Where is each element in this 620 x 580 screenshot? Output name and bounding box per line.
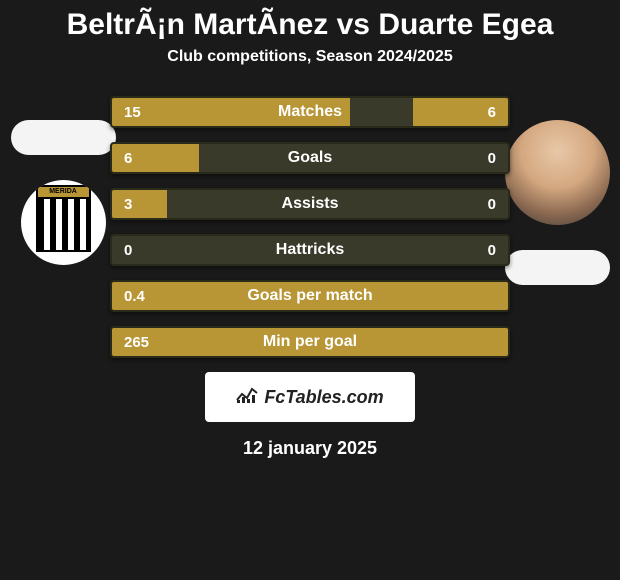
player-right-panel — [502, 120, 612, 285]
club-left-name: MERIDA — [36, 185, 91, 197]
stat-row: 15 6 Matches — [110, 96, 510, 128]
stat-value-left: 15 — [124, 104, 141, 121]
page-title: BeltrÃ¡n MartÃnez vs Duarte Egea — [0, 8, 620, 42]
chart-icon — [236, 386, 258, 409]
player-right-avatar — [505, 120, 610, 225]
stat-value-right: 0 — [488, 242, 496, 259]
stat-label: Matches — [278, 103, 342, 121]
date-label: 12 january 2025 — [0, 438, 620, 459]
stat-value-left: 6 — [124, 150, 132, 167]
fctables-label: FcTables.com — [264, 387, 383, 408]
club-left-badge: MERIDA — [21, 180, 106, 265]
subtitle: Club competitions, Season 2024/2025 — [0, 48, 620, 66]
stat-label: Goals per match — [247, 287, 372, 305]
stat-bar-left — [112, 190, 167, 218]
stats-table: 15 6 Matches 6 0 Goals 3 0 Assists 0 0 Hattricks 0.4… — [110, 96, 510, 358]
stat-label: Min per goal — [263, 333, 357, 351]
stat-value-right: 0 — [488, 196, 496, 213]
player-left-avatar — [11, 120, 116, 155]
stat-value-left: 265 — [124, 334, 149, 351]
stat-row: 6 0 Goals — [110, 142, 510, 174]
stat-label: Hattricks — [276, 241, 344, 259]
stat-value-left: 0 — [124, 242, 132, 259]
stat-row: 0.4 Goals per match — [110, 280, 510, 312]
stat-value-left: 0.4 — [124, 288, 145, 305]
stat-value-left: 3 — [124, 196, 132, 213]
stat-row: 265 Min per goal — [110, 326, 510, 358]
player-left-panel: MERIDA — [8, 120, 118, 265]
stat-value-right: 0 — [488, 150, 496, 167]
stat-row: 3 0 Assists — [110, 188, 510, 220]
club-right-badge — [505, 250, 610, 285]
stat-row: 0 0 Hattricks — [110, 234, 510, 266]
stat-label: Assists — [282, 195, 339, 213]
stat-value-right: 6 — [488, 104, 496, 121]
stat-label: Goals — [288, 149, 332, 167]
fctables-logo[interactable]: FcTables.com — [205, 372, 415, 422]
